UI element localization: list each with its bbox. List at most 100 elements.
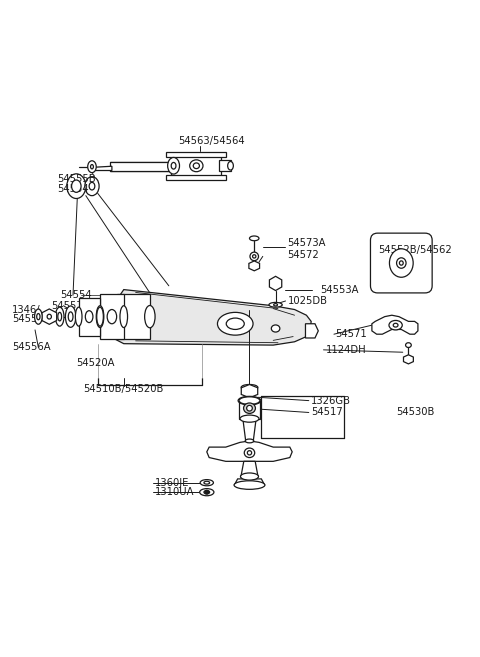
Text: 54554: 54554 bbox=[57, 183, 89, 194]
Ellipse shape bbox=[240, 415, 259, 422]
Polygon shape bbox=[167, 152, 226, 157]
Ellipse shape bbox=[68, 312, 73, 321]
Polygon shape bbox=[372, 315, 418, 334]
Ellipse shape bbox=[389, 249, 413, 277]
Text: 54573A: 54573A bbox=[288, 238, 326, 248]
Text: 54552B/54562: 54552B/54562 bbox=[379, 245, 453, 255]
Ellipse shape bbox=[56, 307, 64, 326]
Ellipse shape bbox=[58, 312, 61, 321]
Ellipse shape bbox=[89, 183, 95, 190]
Polygon shape bbox=[241, 461, 258, 476]
Ellipse shape bbox=[171, 162, 176, 169]
Ellipse shape bbox=[111, 306, 122, 328]
Text: 1124DH: 1124DH bbox=[325, 345, 366, 355]
Text: 54557: 54557 bbox=[51, 301, 83, 311]
Polygon shape bbox=[305, 324, 318, 338]
Polygon shape bbox=[241, 384, 258, 397]
Polygon shape bbox=[404, 355, 413, 364]
FancyBboxPatch shape bbox=[371, 233, 432, 293]
Text: 1326GB: 1326GB bbox=[311, 396, 351, 405]
Ellipse shape bbox=[204, 482, 210, 484]
Ellipse shape bbox=[200, 489, 214, 496]
Text: 54558A: 54558A bbox=[12, 314, 51, 324]
Ellipse shape bbox=[243, 403, 255, 413]
Ellipse shape bbox=[85, 311, 93, 323]
Text: 54555B: 54555B bbox=[57, 174, 96, 184]
Ellipse shape bbox=[144, 306, 155, 328]
Text: 54572: 54572 bbox=[288, 250, 319, 260]
Ellipse shape bbox=[120, 306, 128, 328]
Text: 1310UA: 1310UA bbox=[155, 487, 194, 497]
Ellipse shape bbox=[274, 304, 277, 306]
Ellipse shape bbox=[200, 480, 214, 486]
Polygon shape bbox=[234, 479, 264, 485]
Ellipse shape bbox=[36, 313, 40, 320]
Polygon shape bbox=[207, 441, 292, 461]
Polygon shape bbox=[239, 401, 260, 419]
Polygon shape bbox=[96, 166, 112, 171]
Polygon shape bbox=[243, 419, 256, 441]
Ellipse shape bbox=[396, 258, 406, 268]
Text: 1346/: 1346/ bbox=[12, 306, 41, 315]
Text: 54563/54564: 54563/54564 bbox=[178, 136, 245, 146]
Polygon shape bbox=[117, 294, 150, 339]
Ellipse shape bbox=[85, 177, 99, 196]
Polygon shape bbox=[109, 162, 202, 171]
Ellipse shape bbox=[244, 448, 255, 457]
Ellipse shape bbox=[399, 261, 403, 265]
Ellipse shape bbox=[239, 397, 260, 405]
Ellipse shape bbox=[67, 174, 86, 198]
Ellipse shape bbox=[238, 396, 261, 405]
Polygon shape bbox=[171, 154, 221, 177]
Text: 54553A: 54553A bbox=[321, 284, 359, 294]
Polygon shape bbox=[79, 298, 100, 336]
Ellipse shape bbox=[252, 255, 256, 258]
Text: 54517: 54517 bbox=[311, 407, 343, 417]
Ellipse shape bbox=[406, 343, 411, 348]
Ellipse shape bbox=[217, 312, 253, 335]
Ellipse shape bbox=[247, 451, 252, 455]
Text: 54530B: 54530B bbox=[396, 407, 435, 417]
Polygon shape bbox=[219, 160, 230, 171]
Polygon shape bbox=[249, 261, 260, 271]
Polygon shape bbox=[107, 290, 311, 345]
Ellipse shape bbox=[168, 158, 180, 174]
Ellipse shape bbox=[88, 161, 96, 173]
Text: 1025DB: 1025DB bbox=[288, 296, 327, 306]
Circle shape bbox=[205, 490, 209, 494]
Ellipse shape bbox=[193, 163, 199, 169]
Polygon shape bbox=[167, 175, 226, 181]
Ellipse shape bbox=[226, 318, 244, 329]
Ellipse shape bbox=[96, 306, 104, 328]
Ellipse shape bbox=[250, 236, 259, 240]
Ellipse shape bbox=[75, 307, 82, 326]
Ellipse shape bbox=[107, 309, 117, 324]
Ellipse shape bbox=[96, 307, 103, 326]
Text: 1360JE: 1360JE bbox=[155, 478, 189, 487]
Text: 54571: 54571 bbox=[335, 329, 367, 339]
Text: 54554: 54554 bbox=[60, 290, 92, 300]
Ellipse shape bbox=[35, 309, 42, 325]
Ellipse shape bbox=[65, 306, 76, 327]
Ellipse shape bbox=[228, 162, 233, 170]
Ellipse shape bbox=[190, 160, 203, 171]
Ellipse shape bbox=[234, 481, 265, 489]
Text: 54520A: 54520A bbox=[76, 357, 115, 368]
Polygon shape bbox=[42, 309, 57, 325]
Ellipse shape bbox=[269, 302, 282, 307]
Ellipse shape bbox=[241, 384, 258, 390]
Ellipse shape bbox=[393, 323, 398, 327]
Ellipse shape bbox=[250, 252, 259, 261]
Ellipse shape bbox=[389, 321, 402, 330]
Ellipse shape bbox=[72, 180, 81, 193]
Ellipse shape bbox=[271, 325, 280, 332]
Ellipse shape bbox=[91, 165, 94, 169]
Polygon shape bbox=[269, 277, 282, 290]
Ellipse shape bbox=[204, 491, 210, 494]
Polygon shape bbox=[100, 294, 124, 340]
Ellipse shape bbox=[245, 439, 254, 443]
Ellipse shape bbox=[47, 314, 51, 319]
Text: 54510B/54520B: 54510B/54520B bbox=[84, 384, 164, 394]
Text: 54556A: 54556A bbox=[12, 342, 51, 352]
Ellipse shape bbox=[240, 473, 259, 480]
